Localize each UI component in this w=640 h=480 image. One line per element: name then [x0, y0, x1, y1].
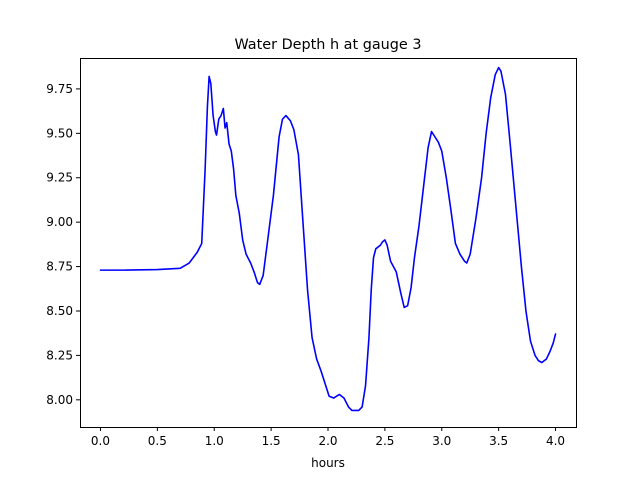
y-tick-label: 8.25	[46, 348, 73, 362]
chart-title: Water Depth h at gauge 3	[234, 37, 421, 53]
x-tick-label: 2.0	[318, 434, 337, 448]
x-tick-label: 3.5	[489, 434, 508, 448]
x-axis-label: hours	[311, 456, 345, 470]
x-tick-label: 1.5	[262, 434, 281, 448]
y-tick-label: 9.50	[46, 126, 73, 140]
x-axis: 0.0 0.5 1.0 1.5 2.0 2.5 3.0 3.5 4.0	[91, 427, 565, 448]
y-tick-label: 8.00	[46, 393, 73, 407]
x-tick-label: 3.0	[432, 434, 451, 448]
x-tick-label: 4.0	[546, 434, 565, 448]
y-axis: 8.00 8.25 8.50 8.75 9.00 9.25 9.50 9.75	[46, 82, 80, 407]
y-tick-label: 9.25	[46, 171, 73, 185]
y-tick-label: 8.75	[46, 260, 73, 274]
y-tick-label: 9.75	[46, 82, 73, 96]
x-tick-label: 2.5	[375, 434, 394, 448]
y-tick-label: 8.50	[46, 304, 73, 318]
x-tick-label: 0.0	[91, 434, 110, 448]
x-tick-label: 1.0	[205, 434, 224, 448]
y-tick-label: 9.00	[46, 215, 73, 229]
series-line	[99, 66, 557, 412]
x-tick-label: 0.5	[148, 434, 167, 448]
plot-frame	[80, 58, 577, 428]
